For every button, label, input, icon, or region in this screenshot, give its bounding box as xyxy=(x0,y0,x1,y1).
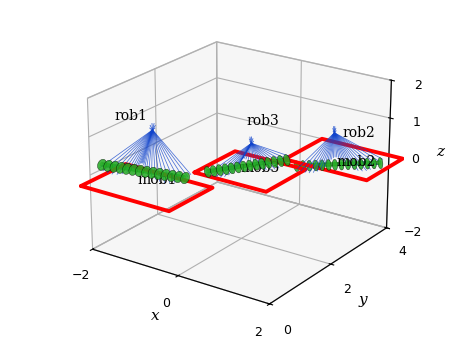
Y-axis label: y: y xyxy=(358,293,367,307)
X-axis label: x: x xyxy=(151,309,159,323)
